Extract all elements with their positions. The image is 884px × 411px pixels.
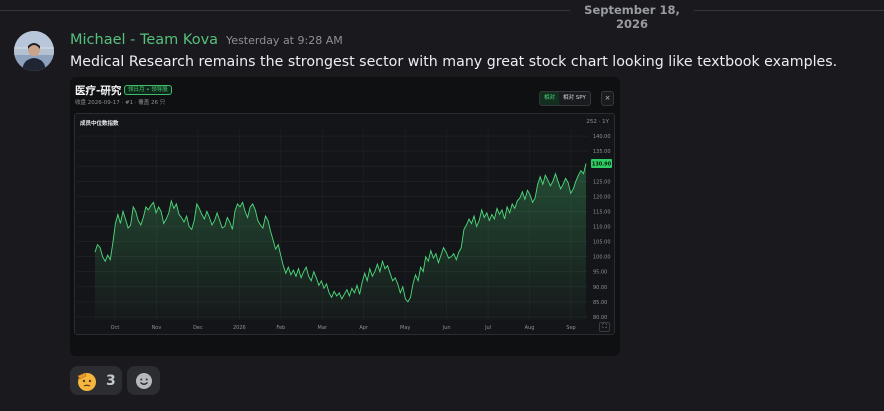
x-tick-label: Nov: [152, 325, 162, 331]
chart-title: 成员中位数指数: [80, 121, 119, 127]
y-tick-label: 80.00: [593, 315, 607, 321]
avatar-image: [14, 31, 54, 71]
chart-range: 252 · 1Y: [586, 119, 609, 125]
x-tick-label: May: [400, 325, 410, 331]
y-tick-label: 120.00: [593, 194, 611, 200]
sector-subtitle: 收盘 2026-09-17 · #1 · 覆盖 26 只: [75, 100, 166, 106]
x-tick-label: Oct: [111, 325, 120, 331]
message-timestamp[interactable]: Yesterday at 9:28 AM: [226, 34, 343, 47]
last-value-label: 130.90: [592, 161, 612, 167]
y-tick-label: 115.00: [593, 209, 611, 215]
relative-toggle: 相对 相对 SPY: [539, 91, 591, 106]
y-tick-label: 85.00: [593, 300, 607, 306]
y-tick-label: 140.00: [593, 134, 611, 140]
y-tick-label: 105.00: [593, 240, 611, 246]
y-tick-label: 135.00: [593, 149, 611, 155]
avatar[interactable]: [14, 31, 54, 71]
last-value-tag: [591, 158, 612, 168]
message-text: Medical Research remains the strongest s…: [70, 54, 838, 70]
y-tick-label: 95.00: [593, 270, 607, 276]
x-tick-label: Feb: [276, 325, 285, 331]
author-name[interactable]: Michael - Team Kova: [70, 32, 219, 48]
y-tick-label: 90.00: [593, 285, 607, 291]
y-tick-label: 125.00: [593, 179, 611, 185]
x-tick-label: 2026: [233, 325, 246, 331]
x-tick-label: Jun: [442, 325, 451, 331]
date-divider: [0, 10, 884, 11]
y-tick-label: 110.00: [593, 225, 611, 231]
x-tick-label: Apr: [359, 325, 369, 331]
saluting-face-emoji-icon: [77, 372, 96, 391]
series-line: [94, 163, 587, 303]
chart-panel: 80.00 85.00 90.00 95.00 100.00 105.00 110.00 11…: [74, 113, 615, 335]
y-tick-label: 100.00: [593, 255, 611, 261]
add-reaction-icon: [135, 372, 152, 389]
expand-icon: ⛶: [599, 322, 610, 332]
close-icon: ×: [601, 91, 614, 106]
leader-badge: 领日月 • 领导股: [124, 85, 172, 95]
embedded-chart-image[interactable]: 医疗-研究 领日月 • 领导股 收盘 2026-09-17 · #1 · 覆盖 …: [70, 77, 620, 356]
x-tick-label: Jul: [484, 325, 491, 331]
reaction-count: 3: [106, 372, 116, 389]
segment-relative: 相对: [540, 92, 560, 105]
sector-title: 医疗-研究: [75, 85, 122, 97]
x-tick-label: Sep: [566, 325, 575, 331]
message-header: Michael - Team Kova Yesterday at 9:28 AM: [70, 32, 343, 50]
line-chart: 80.00 85.00 90.00 95.00 100.00 105.00 110.00 11…: [77, 130, 612, 331]
x-tick-label: Aug: [525, 325, 535, 331]
add-reaction-button[interactable]: [127, 366, 160, 395]
series-area: [95, 163, 586, 320]
reaction-saluting-face[interactable]: 3: [70, 366, 122, 395]
x-tick-label: Mar: [318, 325, 328, 331]
date-divider-label: September 18, 2026: [570, 3, 694, 31]
segment-relative-spy: 相对 SPY: [563, 95, 586, 101]
x-tick-label: Dec: [193, 325, 203, 331]
